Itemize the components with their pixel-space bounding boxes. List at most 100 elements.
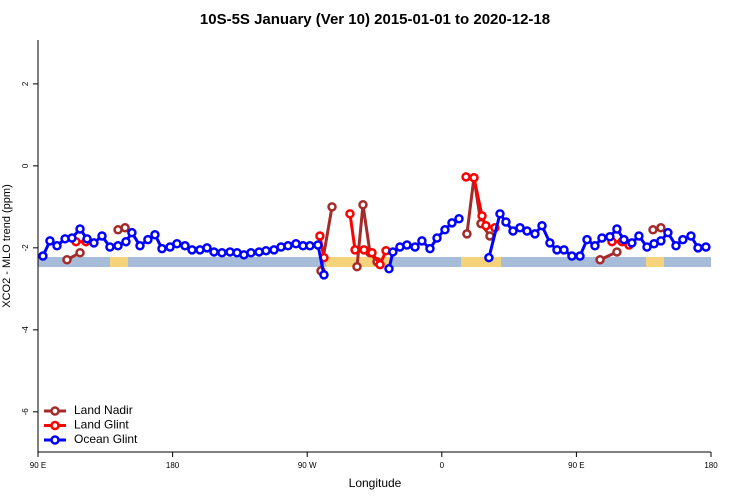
data-point [693,243,703,253]
data-point [612,224,622,234]
data-point [105,242,115,252]
data-point [75,224,85,234]
data-point [425,243,435,254]
data-point [327,202,337,212]
x-tick-label: 90 W [298,461,317,470]
x-tick-label: 0 [440,461,445,470]
data-point [671,241,681,251]
data-point [597,233,607,243]
data-point [358,200,368,210]
x-tick-label: 180 [166,461,180,470]
legend-label: Land Nadir [74,403,133,417]
data-point [477,211,487,221]
data-point [345,209,355,219]
data-point [315,231,325,241]
data-point [202,243,212,253]
data-point [545,238,555,248]
data-point [484,252,494,263]
data-point [127,227,137,238]
data-point [461,172,471,182]
data-point [612,247,622,257]
data-point [120,223,130,233]
data-point [417,236,427,246]
data-point [121,236,131,247]
data-point [319,270,329,280]
x-tick-label: 180 [704,461,718,470]
land-patch [461,257,501,267]
data-point [143,234,153,245]
data-point [97,231,107,241]
legend-label: Land Glint [74,418,129,432]
y-tick-label: 2 [21,81,30,86]
data-point [559,245,569,255]
data-point [410,242,420,252]
data-point [454,213,464,224]
data-point [447,218,457,228]
data-point [575,251,585,261]
data-point [388,247,398,257]
data-point [686,231,696,241]
land-patch [646,257,664,267]
data-point [352,261,362,272]
data-point [367,248,377,258]
data-point [375,259,385,270]
land-patch [110,257,128,267]
y-tick-label: 0 [21,163,30,168]
data-point [283,241,293,251]
data-point [305,241,315,251]
data-point [359,245,369,255]
data-point [656,236,666,246]
data-point [567,251,577,261]
data-point [582,234,592,245]
data-point [62,254,72,265]
data-point [462,229,472,239]
y-axis-label: XCO2 - MLO trend (ppm) [1,184,13,307]
data-point [209,247,219,257]
data-point [656,223,666,233]
legend-marker [50,406,60,416]
data-point [313,240,323,250]
data-point [217,248,227,258]
data-point [402,240,412,250]
data-point [678,234,688,245]
data-point [45,236,55,246]
data-point [384,264,394,274]
data-point [648,225,658,235]
data-point [135,241,145,251]
data-point [605,232,615,242]
data-point [113,241,123,251]
data-point [663,227,673,238]
data-point [440,225,450,235]
data-point [515,223,525,233]
legend-label: Ocean Glint [74,432,138,446]
data-point [172,238,182,249]
legend-marker [50,435,60,445]
y-tick-label: -2 [21,244,30,252]
data-point [701,242,711,252]
data-point [642,242,652,252]
data-point [508,226,518,236]
data-point [350,245,360,255]
data-point [38,251,48,261]
data-point [595,254,605,265]
x-axis-label: Longitude [349,476,402,490]
data-point [619,234,629,245]
legend-marker [50,420,60,431]
data-point [522,226,532,236]
data-point [52,241,62,251]
data-point [530,229,540,239]
data-point [537,220,547,231]
data-point [627,238,637,248]
chart-title: 10S-5S January (Ver 10) 2015-01-01 to 20… [200,11,550,28]
data-point [590,241,600,251]
data-point [481,220,491,231]
y-tick-label: -6 [21,408,30,416]
data-point [150,229,160,240]
data-point [495,209,505,219]
data-point [634,231,644,241]
data-point [157,243,167,254]
data-point [469,172,479,183]
data-point [75,248,85,258]
